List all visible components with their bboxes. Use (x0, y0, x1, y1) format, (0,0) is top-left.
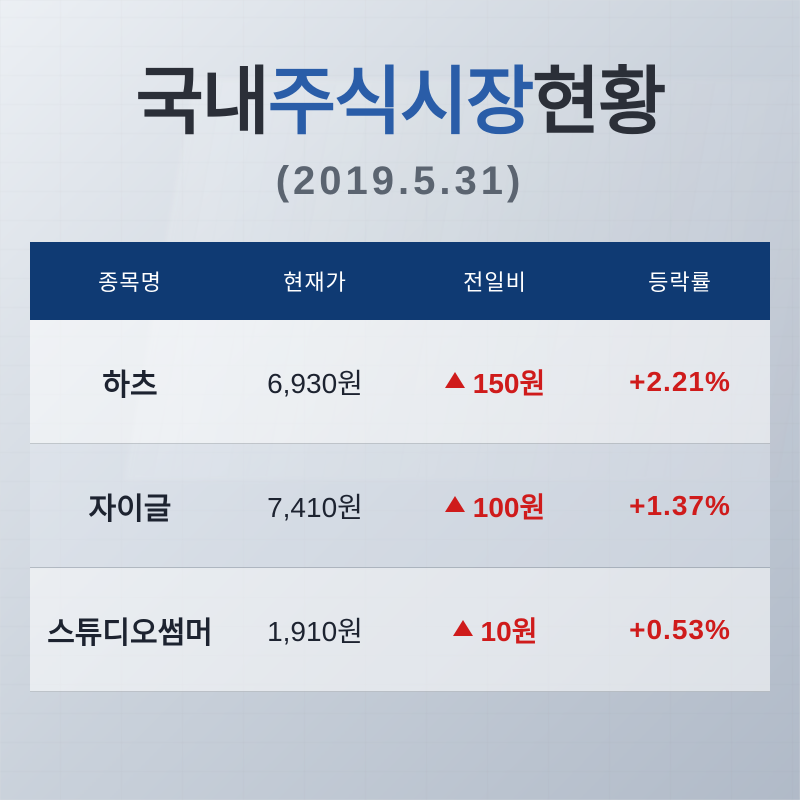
stock-change: 100원 (400, 444, 590, 567)
up-triangle-icon (445, 496, 465, 512)
title-part-2: 주식시장 (268, 60, 532, 143)
stock-pct: +1.37% (590, 444, 770, 567)
stock-price: 7,410원 (230, 444, 400, 567)
table-row: 스튜디오썸머 1,910원 10원 +0.53% (30, 568, 770, 692)
table-header-row: 종목명 현재가 전일비 등락률 (30, 242, 770, 320)
title-part-1: 국내 (136, 60, 268, 143)
stock-price: 6,930원 (230, 320, 400, 443)
col-header-pct: 등락률 (590, 242, 770, 320)
title-part-3: 현황 (532, 60, 664, 143)
table-row: 하츠 6,930원 150원 +2.21% (30, 320, 770, 444)
stock-price: 1,910원 (230, 568, 400, 691)
col-header-price: 현재가 (230, 242, 400, 320)
stock-name: 자이글 (30, 444, 230, 567)
page-title: 국내주식시장현황 (136, 42, 665, 149)
change-value: 150원 (473, 362, 545, 402)
date-subtitle: (2019.5.31) (276, 159, 525, 204)
col-header-change: 전일비 (400, 242, 590, 320)
content-container: 국내주식시장현황 (2019.5.31) 종목명 현재가 전일비 등락률 하츠 … (0, 0, 800, 800)
change-value: 100원 (473, 486, 545, 526)
col-header-name: 종목명 (30, 242, 230, 320)
up-triangle-icon (445, 372, 465, 388)
stock-table: 종목명 현재가 전일비 등락률 하츠 6,930원 150원 +2.21% 자이… (30, 242, 770, 692)
table-row: 자이글 7,410원 100원 +1.37% (30, 444, 770, 568)
stock-name: 스튜디오썸머 (30, 568, 230, 691)
stock-pct: +0.53% (590, 568, 770, 691)
up-triangle-icon (453, 620, 473, 636)
stock-name: 하츠 (30, 320, 230, 443)
stock-change: 10원 (400, 568, 590, 691)
stock-change: 150원 (400, 320, 590, 443)
change-value: 10원 (481, 610, 538, 650)
stock-pct: +2.21% (590, 320, 770, 443)
